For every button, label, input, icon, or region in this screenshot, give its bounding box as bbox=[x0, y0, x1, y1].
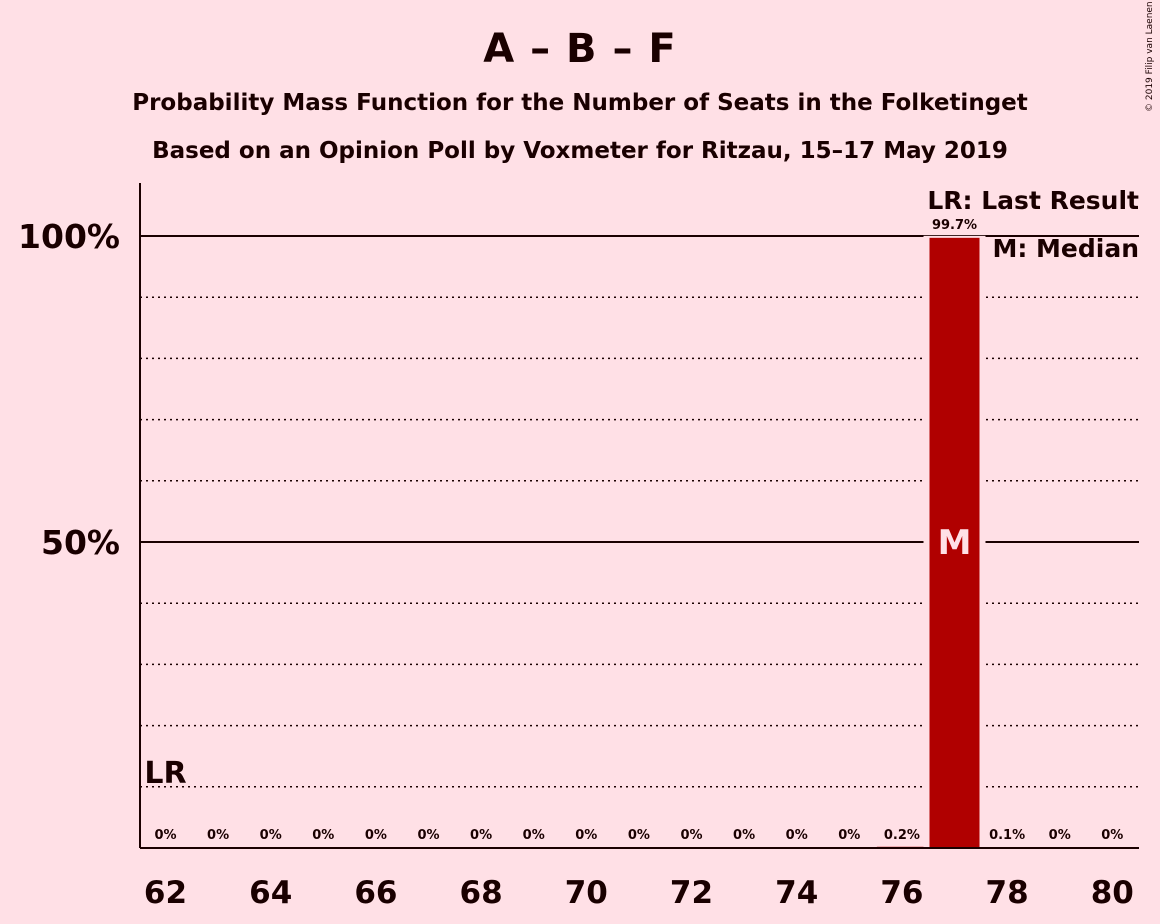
axes: 50% 100% 62 64 66 68 70 72 74 76 78 80 bbox=[18, 183, 1139, 911]
median-marker: M bbox=[938, 523, 972, 563]
data-label: 0% bbox=[523, 828, 545, 843]
data-label: 0% bbox=[260, 828, 282, 843]
legend-last-result: LR: Last Result bbox=[927, 186, 1139, 215]
data-label: 0.2% bbox=[884, 828, 920, 843]
data-label: 0% bbox=[838, 828, 860, 843]
x-tick-label: 66 bbox=[354, 875, 397, 911]
y-tick-label: 100% bbox=[18, 217, 120, 256]
chart-source: Based on an Opinion Poll by Voxmeter for… bbox=[152, 138, 1008, 164]
data-label: 0% bbox=[575, 828, 597, 843]
data-label: 0.1% bbox=[989, 828, 1025, 843]
data-label: 0% bbox=[680, 828, 702, 843]
x-tick-label: 62 bbox=[144, 875, 187, 911]
last-result-marker: LR bbox=[144, 756, 186, 791]
x-tick-label: 80 bbox=[1091, 875, 1134, 911]
data-label: 0% bbox=[470, 828, 492, 843]
data-label: 0% bbox=[628, 828, 650, 843]
data-label: 0% bbox=[207, 828, 229, 843]
data-label: 99.7% bbox=[932, 218, 977, 233]
x-tick-label: 74 bbox=[775, 875, 818, 911]
bars bbox=[876, 235, 1033, 848]
data-label: 0% bbox=[154, 828, 176, 843]
data-labels: 0% LR 0% 0% 0% 0% 0% 0% 0% 0% 0% 0% 0% 0% 0% 0.2% 99.7% M… bbox=[144, 218, 1123, 843]
x-tick-label: 68 bbox=[460, 875, 503, 911]
y-tick-label: 50% bbox=[41, 523, 120, 562]
legend-median: M: Median bbox=[992, 234, 1139, 263]
data-label: 0% bbox=[733, 828, 755, 843]
x-tick-label: 64 bbox=[249, 875, 292, 911]
data-label: 0% bbox=[786, 828, 808, 843]
x-tick-label: 72 bbox=[670, 875, 713, 911]
data-label: 0% bbox=[312, 828, 334, 843]
data-label: 0% bbox=[1101, 828, 1123, 843]
x-tick-label: 70 bbox=[565, 875, 608, 911]
data-label: 0% bbox=[365, 828, 387, 843]
x-tick-label: 78 bbox=[986, 875, 1029, 911]
bar bbox=[929, 237, 980, 848]
x-tick-label: 76 bbox=[880, 875, 923, 911]
chart-subtitle: Probability Mass Function for the Number… bbox=[132, 90, 1028, 116]
chart-title: A – B – F bbox=[483, 26, 677, 72]
data-label: 0% bbox=[1049, 828, 1071, 843]
gridlines bbox=[140, 235, 1139, 788]
data-label: 0% bbox=[417, 828, 439, 843]
